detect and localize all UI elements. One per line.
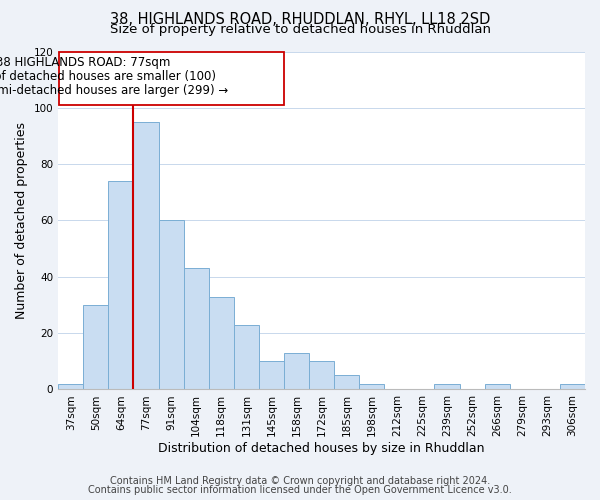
Text: Contains public sector information licensed under the Open Government Licence v3: Contains public sector information licen… (88, 485, 512, 495)
Text: 38, HIGHLANDS ROAD, RHUDDLAN, RHYL, LL18 2SD: 38, HIGHLANDS ROAD, RHUDDLAN, RHYL, LL18… (110, 12, 490, 28)
Bar (83, 305, 109, 390)
Text: 74% of semi-detached houses are larger (299) →: 74% of semi-detached houses are larger (… (0, 84, 228, 97)
Bar (184, 268, 209, 390)
X-axis label: Distribution of detached houses by size in Rhuddlan: Distribution of detached houses by size … (158, 442, 485, 455)
Bar (359, 384, 385, 390)
Bar (334, 376, 359, 390)
FancyBboxPatch shape (59, 52, 284, 105)
Y-axis label: Number of detached properties: Number of detached properties (15, 122, 28, 319)
Text: ← 25% of detached houses are smaller (100): ← 25% of detached houses are smaller (10… (0, 70, 216, 83)
Text: Size of property relative to detached houses in Rhuddlan: Size of property relative to detached ho… (110, 22, 491, 36)
Bar (109, 181, 133, 390)
Bar (284, 353, 309, 390)
Bar (434, 384, 460, 390)
Text: 38 HIGHLANDS ROAD: 77sqm: 38 HIGHLANDS ROAD: 77sqm (0, 56, 170, 68)
Bar (133, 122, 158, 390)
Text: Contains HM Land Registry data © Crown copyright and database right 2024.: Contains HM Land Registry data © Crown c… (110, 476, 490, 486)
Bar (158, 220, 184, 390)
Bar (309, 362, 334, 390)
Bar (209, 296, 234, 390)
Bar (485, 384, 510, 390)
Bar (560, 384, 585, 390)
Bar (234, 324, 259, 390)
Bar (58, 384, 83, 390)
Bar (259, 362, 284, 390)
